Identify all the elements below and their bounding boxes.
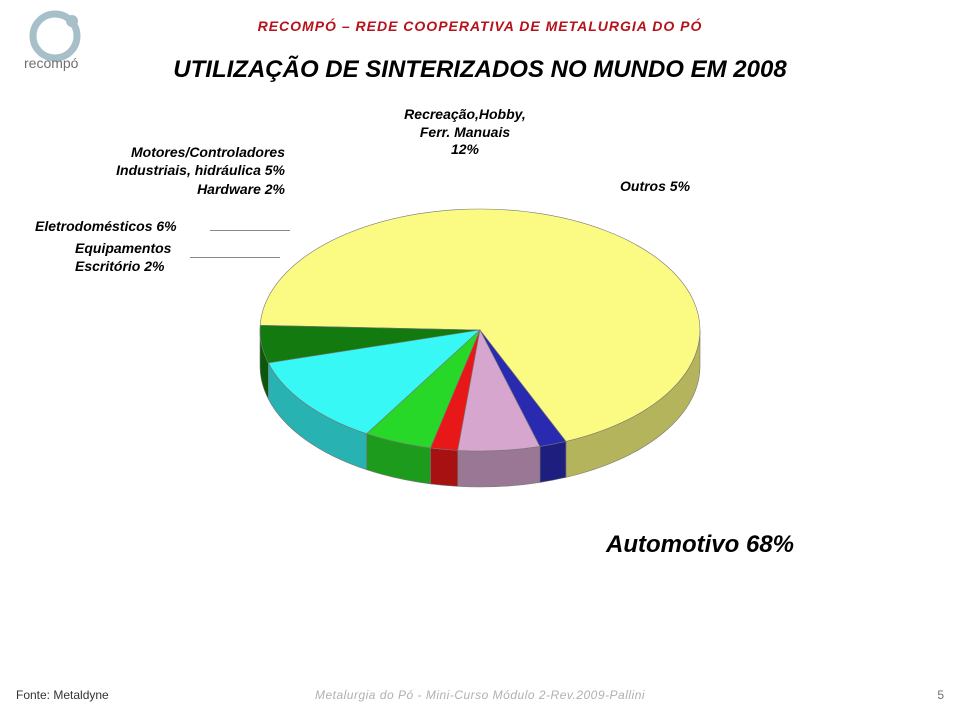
pie-chart [170, 110, 790, 570]
label-automotivo: Automotivo 68% [606, 530, 794, 560]
page-title: UTILIZAÇÃO DE SINTERIZADOS NO MUNDO EM 2… [0, 56, 960, 84]
label-outros: Outros 5% [620, 178, 690, 196]
label-escritorio: EquipamentosEscritório 2% [75, 240, 171, 275]
footer-page: 5 [937, 688, 944, 702]
label-automotivo-text: Automotivo 68% [606, 531, 794, 558]
label-eletro: Eletrodomésticos 6% [35, 218, 177, 236]
label-motores: Motores/ControladoresIndustriais, hidráu… [35, 144, 285, 179]
leader-line [210, 230, 290, 231]
org-line: RECOMPÓ – REDE COOPERATIVA DE METALURGIA… [0, 18, 960, 34]
label-eletro-text: Eletrodomésticos 6% [35, 218, 177, 234]
label-escritorio-text: EquipamentosEscritório 2% [75, 240, 171, 274]
label-recreacao: Recreação,Hobby,Ferr. Manuais12% [380, 106, 550, 159]
leader-line [190, 257, 280, 258]
footer-mid: Metalurgia do Pó - Mini-Curso Módulo 2-R… [16, 688, 944, 702]
footer: Fonte: Metaldyne Metalurgia do Pó - Mini… [16, 688, 944, 708]
label-recreacao-text: Recreação,Hobby,Ferr. Manuais12% [404, 106, 526, 157]
label-hardware-text: Hardware 2% [197, 181, 285, 197]
label-motores-text: Motores/ControladoresIndustriais, hidráu… [116, 144, 285, 178]
label-hardware: Hardware 2% [35, 181, 285, 199]
label-outros-text: Outros 5% [620, 178, 690, 194]
